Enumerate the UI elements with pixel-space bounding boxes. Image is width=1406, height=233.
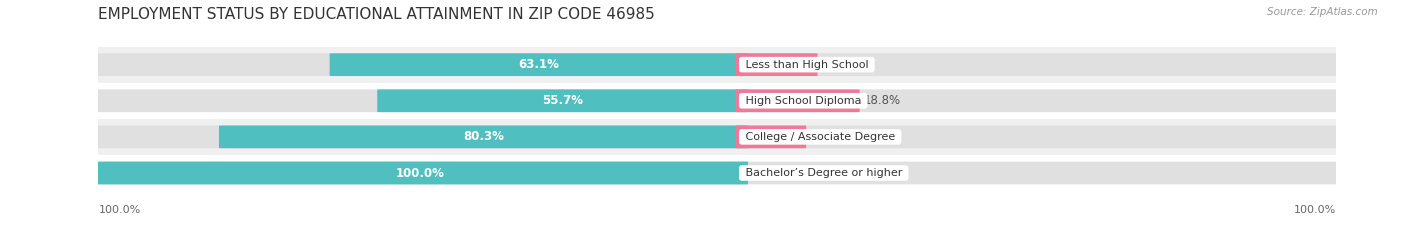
Text: EMPLOYMENT STATUS BY EDUCATIONAL ATTAINMENT IN ZIP CODE 46985: EMPLOYMENT STATUS BY EDUCATIONAL ATTAINM…: [98, 7, 655, 22]
FancyBboxPatch shape: [93, 162, 748, 184]
FancyBboxPatch shape: [735, 89, 859, 112]
Text: Source: ZipAtlas.com: Source: ZipAtlas.com: [1267, 7, 1378, 17]
Text: 55.7%: 55.7%: [543, 94, 583, 107]
Text: 100.0%: 100.0%: [1294, 205, 1336, 215]
FancyBboxPatch shape: [737, 89, 1341, 112]
FancyBboxPatch shape: [93, 53, 748, 76]
FancyBboxPatch shape: [735, 53, 817, 76]
Text: Bachelor’s Degree or higher: Bachelor’s Degree or higher: [742, 168, 905, 178]
Bar: [98, 155, 1336, 191]
FancyBboxPatch shape: [737, 126, 1341, 148]
Text: 9.8%: 9.8%: [810, 130, 839, 143]
Bar: [98, 47, 1336, 83]
FancyBboxPatch shape: [93, 126, 748, 148]
Text: 0.0%: 0.0%: [752, 167, 782, 179]
FancyBboxPatch shape: [735, 126, 806, 148]
Text: 80.3%: 80.3%: [463, 130, 503, 143]
Text: 18.8%: 18.8%: [863, 94, 900, 107]
Text: 11.7%: 11.7%: [821, 58, 859, 71]
Text: 100.0%: 100.0%: [98, 205, 141, 215]
FancyBboxPatch shape: [377, 89, 748, 112]
FancyBboxPatch shape: [329, 53, 748, 76]
Text: High School Diploma: High School Diploma: [742, 96, 865, 106]
Legend: In Labor Force, Unemployed: In Labor Force, Unemployed: [600, 232, 834, 233]
Bar: [98, 83, 1336, 119]
FancyBboxPatch shape: [219, 126, 748, 148]
Text: 100.0%: 100.0%: [395, 167, 444, 179]
Bar: [98, 119, 1336, 155]
Text: 63.1%: 63.1%: [519, 58, 560, 71]
FancyBboxPatch shape: [737, 162, 1341, 184]
Text: College / Associate Degree: College / Associate Degree: [742, 132, 898, 142]
FancyBboxPatch shape: [93, 89, 748, 112]
Text: Less than High School: Less than High School: [742, 60, 872, 70]
FancyBboxPatch shape: [93, 162, 748, 184]
FancyBboxPatch shape: [737, 53, 1341, 76]
